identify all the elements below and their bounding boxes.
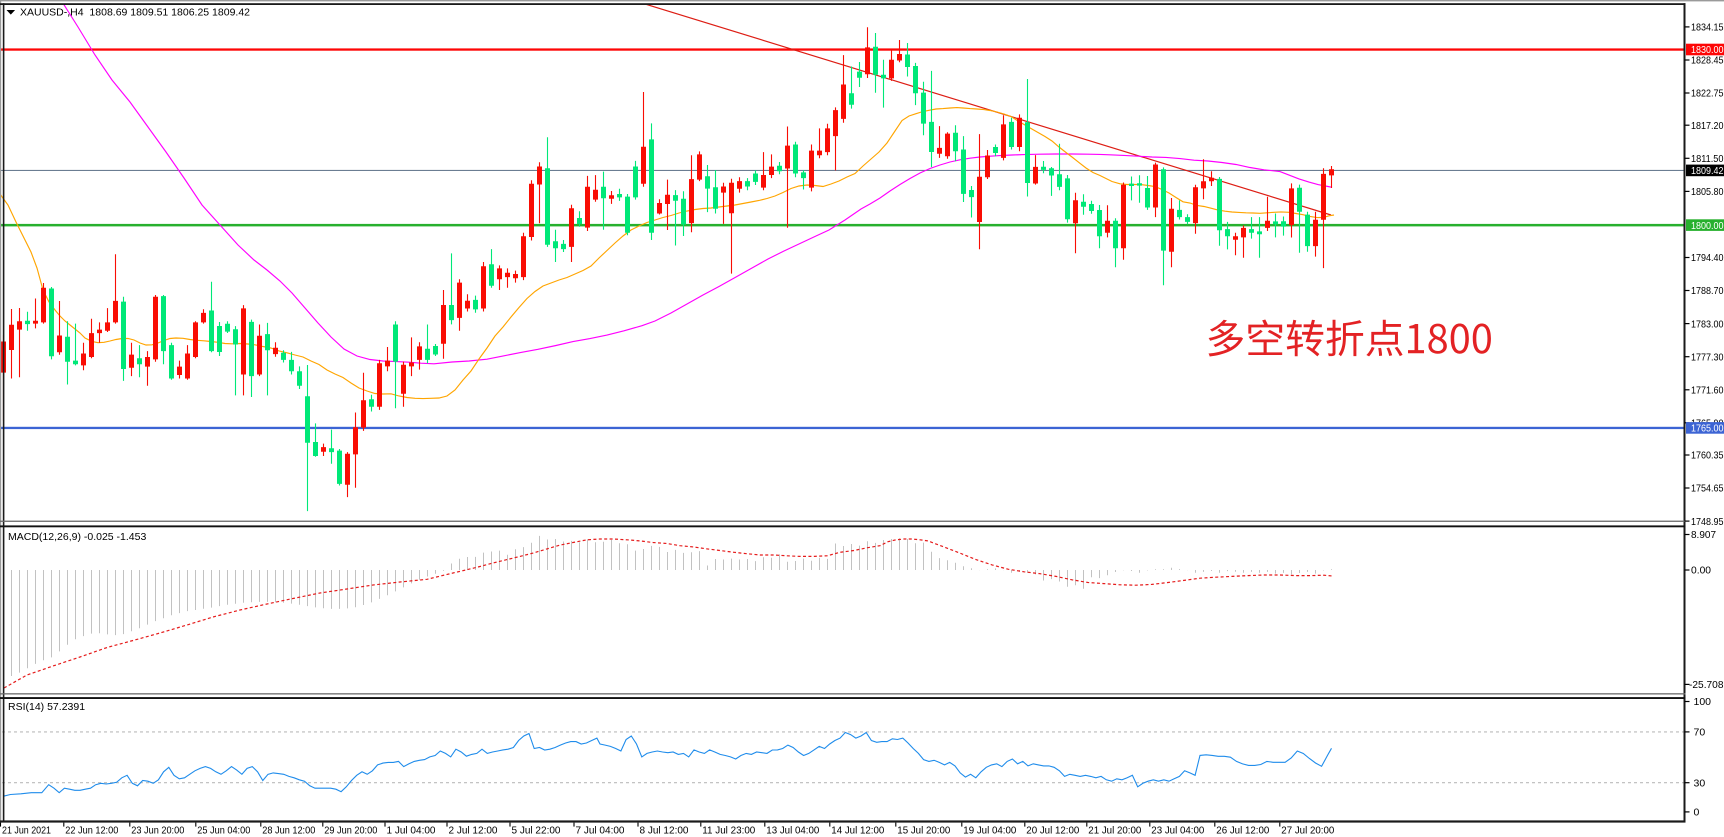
svg-text:15 Jul 20:00: 15 Jul 20:00 [897,825,950,837]
svg-text:1783.00: 1783.00 [1691,318,1724,330]
svg-text:-25.708: -25.708 [1689,679,1724,691]
svg-text:XAUUSD-,H4 1808.69 1809.51 18: XAUUSD-,H4 1808.69 1809.51 1806.25 1809.… [20,7,250,19]
svg-text:23 Jul 04:00: 23 Jul 04:00 [1151,825,1204,837]
svg-text:1811.50: 1811.50 [1691,153,1724,165]
svg-text:19 Jul 04:00: 19 Jul 04:00 [963,825,1016,837]
svg-text:1771.60: 1771.60 [1691,385,1724,397]
svg-text:26 Jul 12:00: 26 Jul 12:00 [1216,825,1269,837]
svg-text:13 Jul 04:00: 13 Jul 04:00 [766,825,819,837]
svg-text:1788.70: 1788.70 [1691,285,1724,297]
svg-text:1809.42: 1809.42 [1691,165,1724,177]
svg-text:1822.75: 1822.75 [1691,88,1724,100]
svg-text:MACD(12,26,9) -0.025 -1.453: MACD(12,26,9) -0.025 -1.453 [8,531,146,543]
svg-text:28 Jun 12:00: 28 Jun 12:00 [262,825,315,837]
svg-text:25 Jun 04:00: 25 Jun 04:00 [197,825,250,837]
svg-text:8.907: 8.907 [1691,529,1716,541]
svg-text:5 Jul 22:00: 5 Jul 22:00 [512,825,561,837]
svg-text:8 Jul 12:00: 8 Jul 12:00 [640,825,689,837]
svg-text:100: 100 [1694,696,1712,708]
svg-text:21 Jun 2021: 21 Jun 2021 [2,825,51,837]
svg-text:23 Jun 20:00: 23 Jun 20:00 [131,825,184,837]
svg-text:1800.00: 1800.00 [1691,220,1724,232]
svg-text:21 Jul 20:00: 21 Jul 20:00 [1088,825,1141,837]
svg-text:29 Jun 20:00: 29 Jun 20:00 [324,825,377,837]
svg-text:11 Jul 23:00: 11 Jul 23:00 [702,825,755,837]
svg-text:1794.40: 1794.40 [1691,252,1724,264]
svg-text:1805.80: 1805.80 [1691,186,1724,198]
svg-text:1748.95: 1748.95 [1691,516,1724,528]
svg-text:1 Jul 04:00: 1 Jul 04:00 [387,825,436,837]
svg-text:30: 30 [1694,777,1706,789]
svg-text:70: 70 [1694,727,1706,739]
svg-text:1777.30: 1777.30 [1691,351,1724,363]
svg-text:1834.15: 1834.15 [1691,22,1724,34]
svg-text:20 Jul 12:00: 20 Jul 12:00 [1026,825,1079,837]
svg-text:0: 0 [1694,807,1700,819]
svg-text:1828.45: 1828.45 [1691,55,1724,67]
svg-text:1754.65: 1754.65 [1691,483,1724,495]
svg-text:1760.35: 1760.35 [1691,450,1724,462]
svg-text:1765.00: 1765.00 [1691,423,1724,435]
svg-text:0.00: 0.00 [1691,565,1711,577]
svg-text:RSI(14) 57.2391: RSI(14) 57.2391 [8,701,85,713]
svg-text:22 Jun 12:00: 22 Jun 12:00 [65,825,118,837]
svg-text:7 Jul 04:00: 7 Jul 04:00 [576,825,625,837]
svg-text:1817.20: 1817.20 [1691,120,1724,132]
svg-text:27 Jul 20:00: 27 Jul 20:00 [1281,825,1334,837]
svg-text:1830.00: 1830.00 [1691,44,1724,56]
svg-text:14 Jul 12:00: 14 Jul 12:00 [831,825,884,837]
svg-text:2 Jul 12:00: 2 Jul 12:00 [449,825,498,837]
